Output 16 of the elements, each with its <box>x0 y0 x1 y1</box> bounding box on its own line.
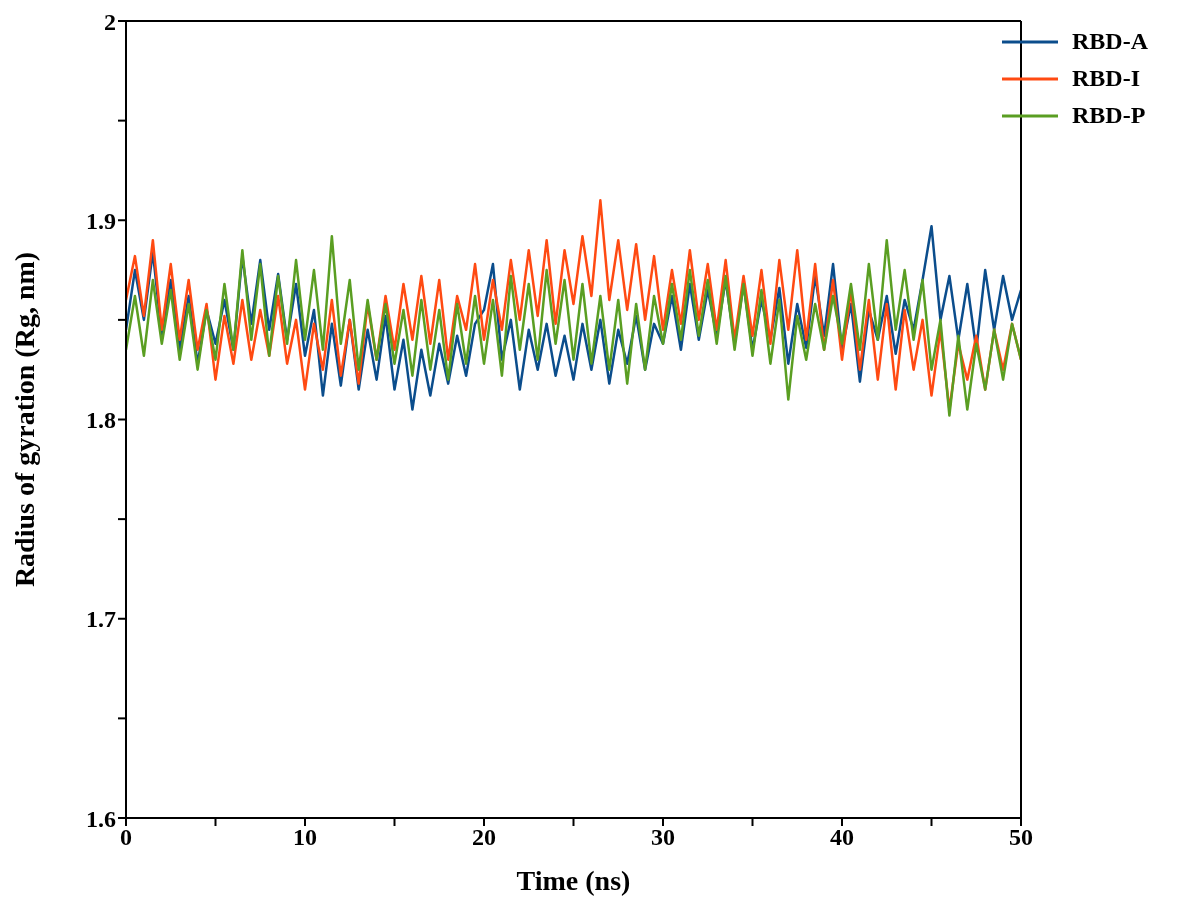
x-tick-label: 50 <box>1009 824 1033 851</box>
y-tick-label: 1.7 <box>86 606 116 633</box>
y-axis-title: Radius of gyration (Rg, nm) <box>8 251 40 588</box>
y-tick-label: 1.9 <box>86 207 116 234</box>
y-tick-label: 1.6 <box>86 805 116 832</box>
y-tick-label: 1.8 <box>86 407 116 434</box>
x-tick-label: 20 <box>472 824 496 851</box>
y-tick-label: 2 <box>104 8 116 35</box>
legend-label: RBD-A <box>1072 28 1148 55</box>
legend-label: RBD-P <box>1072 102 1146 129</box>
x-tick-label: 10 <box>293 824 317 851</box>
x-tick-label: 0 <box>120 824 132 851</box>
legend-label: RBD-I <box>1072 65 1141 92</box>
x-tick-label: 30 <box>651 824 675 851</box>
x-axis-title: Time (ns) <box>516 865 631 896</box>
x-tick-label: 40 <box>830 824 854 851</box>
